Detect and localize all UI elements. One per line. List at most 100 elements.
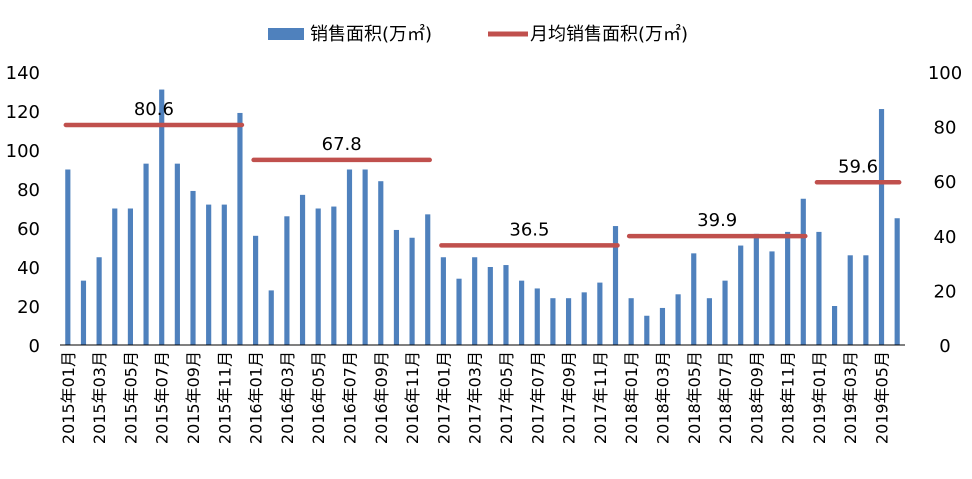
y-right-tick-label: 60 (934, 172, 957, 193)
bar (597, 282, 603, 345)
bar (612, 226, 619, 345)
x-tick-label: 2015年11月 (215, 351, 234, 444)
y-left-tick-label: 0 (29, 336, 40, 357)
x-tick-label: 2017年01月 (434, 351, 453, 444)
legend-label-line: 月均销售面积(万㎡) (530, 23, 688, 45)
legend: 销售面积(万㎡) 月均销售面积(万㎡) (268, 23, 688, 45)
bar (722, 280, 728, 345)
x-tick-label: 2016年07月 (340, 351, 359, 444)
x-tick-label: 2019年05月 (873, 351, 892, 444)
x-tick-label: 2016年09月 (372, 351, 391, 444)
legend-label-bar: 销售面积(万㎡) (310, 23, 432, 45)
bar (221, 204, 227, 345)
bar (675, 294, 681, 345)
x-tick-label: 2018年07月 (716, 351, 735, 444)
bar (378, 181, 384, 345)
y-left-tick-label: 140 (6, 63, 40, 84)
bar-series (65, 89, 900, 345)
bar (127, 208, 133, 345)
average-value-label: 67.8 (322, 134, 362, 155)
y-right-tick-label: 80 (934, 118, 957, 139)
average-line-series: 80.6 67.8 36.5 39.9 59.6 (63, 99, 902, 248)
bar (96, 257, 102, 345)
bar (753, 233, 759, 345)
x-tick-label: 2018年05月 (685, 351, 704, 444)
x-tick-labels: 2015年01月 2015年03月 2015年05月 2015年07月 2015年09月… (59, 351, 892, 444)
bar (159, 89, 165, 345)
bar (253, 235, 259, 345)
bar (628, 298, 634, 345)
bar (644, 315, 650, 345)
bar (738, 245, 744, 345)
x-tick-label: 2015年01月 (59, 351, 78, 444)
x-tick-label: 2016年01月 (247, 351, 266, 444)
bar (847, 255, 853, 345)
x-tick-label: 2016年05月 (309, 351, 328, 444)
bar (534, 288, 540, 345)
legend-swatch-bar (268, 28, 304, 40)
bar (832, 306, 838, 345)
bar (785, 231, 791, 345)
bar (706, 298, 712, 345)
y-left-tick-label: 20 (17, 297, 40, 318)
x-tick-label: 2017年05月 (497, 351, 516, 444)
bar (425, 214, 431, 345)
bar (894, 218, 900, 345)
x-tick-label: 2018年03月 (653, 351, 672, 444)
y-left-tick-label: 60 (17, 219, 40, 240)
x-tick-label: 2015年09月 (184, 351, 203, 444)
x-tick-label: 2018年11月 (779, 351, 798, 444)
bar (581, 292, 587, 345)
bar (331, 206, 337, 345)
bar (80, 280, 87, 345)
x-tick-label: 2016年11月 (403, 351, 422, 444)
bar (346, 169, 353, 345)
bar (565, 298, 572, 345)
average-value-label: 80.6 (134, 99, 174, 120)
bar (800, 198, 806, 345)
y-left-tick-label: 40 (17, 258, 40, 279)
bar (487, 267, 493, 345)
y-right-tick-label: 0 (939, 336, 950, 357)
y-right-tick-label: 100 (928, 63, 962, 84)
average-value-label: 39.9 (697, 210, 737, 231)
bar (362, 169, 368, 345)
bar (472, 257, 478, 345)
bar (268, 290, 274, 345)
bar (659, 307, 666, 345)
bar (691, 253, 697, 345)
bar (519, 280, 525, 345)
x-tick-label: 2017年09月 (560, 351, 579, 444)
bar (112, 208, 118, 345)
y-right-tick-label: 40 (934, 227, 957, 248)
y-axis-left: 0 20 40 60 80 100 120 140 (6, 63, 40, 357)
bar (65, 169, 71, 345)
bar (878, 109, 885, 345)
bar (143, 163, 149, 345)
x-tick-label: 2019年03月 (841, 351, 860, 444)
y-right-tick-label: 20 (934, 281, 957, 302)
bar (315, 208, 321, 345)
x-tick-label: 2016年03月 (278, 351, 297, 444)
bar (284, 216, 290, 345)
x-tick-label: 2017年07月 (528, 351, 547, 444)
x-tick-label: 2015年07月 (153, 351, 172, 444)
bar (550, 298, 556, 345)
x-tick-label: 2018年01月 (622, 351, 641, 444)
bar (237, 112, 243, 345)
x-tick-label: 2017年03月 (466, 351, 485, 444)
bar (409, 237, 415, 345)
bar (393, 229, 400, 345)
y-left-tick-label: 100 (6, 141, 40, 162)
average-value-label: 59.6 (838, 156, 878, 177)
bar (174, 163, 180, 345)
y-left-tick-label: 80 (17, 180, 40, 201)
bar (769, 251, 775, 345)
x-tick-label: 2015年05月 (121, 351, 140, 444)
bar (440, 257, 446, 345)
x-tick-label: 2019年01月 (810, 351, 829, 444)
bar (206, 204, 212, 345)
bar (863, 255, 869, 345)
x-tick-label: 2017年11月 (591, 351, 610, 444)
